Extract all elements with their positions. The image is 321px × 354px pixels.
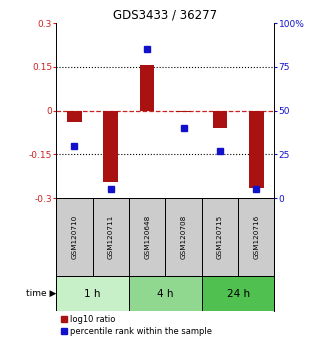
Bar xyxy=(103,110,118,182)
Title: GDS3433 / 36277: GDS3433 / 36277 xyxy=(113,9,217,22)
Bar xyxy=(202,198,238,276)
Bar xyxy=(238,198,274,276)
Text: 4 h: 4 h xyxy=(157,289,174,299)
Bar xyxy=(249,110,264,188)
Bar xyxy=(56,198,92,276)
Bar xyxy=(92,198,129,276)
Bar xyxy=(129,198,165,276)
Bar xyxy=(202,276,274,311)
Text: GSM120648: GSM120648 xyxy=(144,215,150,259)
Text: 1 h: 1 h xyxy=(84,289,101,299)
Text: GSM120711: GSM120711 xyxy=(108,215,114,259)
Text: 24 h: 24 h xyxy=(227,289,250,299)
Bar xyxy=(165,198,202,276)
Legend: log10 ratio, percentile rank within the sample: log10 ratio, percentile rank within the … xyxy=(60,315,213,336)
Text: time ▶: time ▶ xyxy=(26,289,56,298)
Text: GSM120710: GSM120710 xyxy=(71,215,77,259)
Text: GSM120716: GSM120716 xyxy=(253,215,259,259)
Text: GSM120708: GSM120708 xyxy=(180,215,187,259)
Bar xyxy=(129,276,202,311)
Bar xyxy=(56,276,129,311)
Bar xyxy=(176,110,191,112)
Bar xyxy=(140,65,154,110)
Bar xyxy=(213,110,227,128)
Bar xyxy=(67,110,82,122)
Text: GSM120715: GSM120715 xyxy=(217,215,223,259)
